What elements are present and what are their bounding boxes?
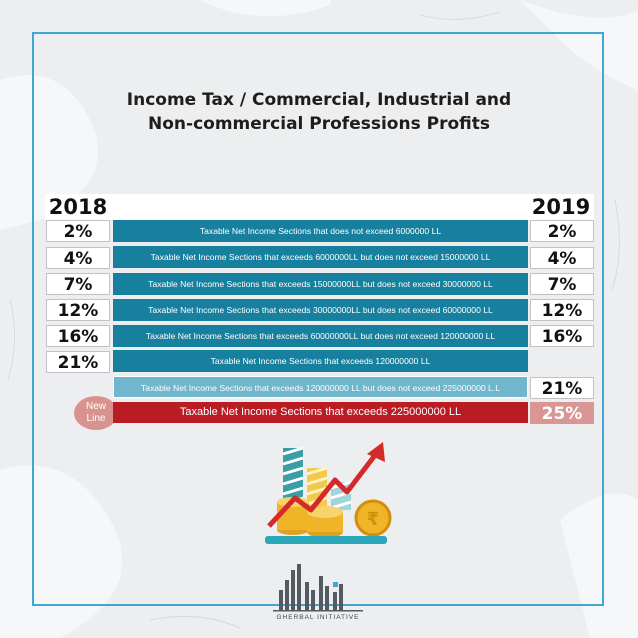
title-line-2: Non-commercial Professions Profits — [148, 114, 490, 134]
base-platform — [265, 536, 387, 544]
content-frame — [32, 32, 604, 606]
gherbal-logo-bars-icon — [273, 564, 363, 612]
bracket-row-3: Taxable Net Income Sections that exceeds… — [113, 273, 528, 295]
bracket-row-1: Taxable Net Income Sections that does no… — [113, 220, 528, 242]
new-line-badge: New Line — [74, 396, 118, 430]
rate-2018-row-4: 12% — [46, 299, 110, 321]
rate-2019-new-line: 25% — [530, 402, 594, 424]
bracket-row-6-2018: Taxable Net Income Sections that exceeds… — [113, 350, 528, 372]
new-line-badge-word-1: New — [85, 401, 106, 412]
new-line-badge-word-2: Line — [86, 413, 106, 424]
year-2019-header: 2019 — [528, 194, 594, 220]
bracket-row-2: Taxable Net Income Sections that exceeds… — [113, 246, 528, 268]
bracket-row-5: Taxable Net Income Sections that exceeds… — [113, 325, 528, 347]
header-strip — [111, 194, 528, 220]
year-2018-header: 2018 — [45, 194, 111, 220]
rupee-coin-icon: ₹ — [354, 499, 392, 537]
rate-2018-row-2: 4% — [46, 247, 110, 269]
rate-2018-row-6: 21% — [46, 351, 110, 373]
growth-arrow-head — [367, 442, 385, 462]
rate-2019-row-2: 4% — [530, 247, 594, 269]
rate-2018-row-1: 2% — [46, 220, 110, 242]
growth-arrow — [267, 448, 381, 528]
rate-2018-row-5: 16% — [46, 325, 110, 347]
rate-2019-row-5: 16% — [530, 325, 594, 347]
bracket-row-7-2019: Taxable Net Income Sections that exceeds… — [113, 376, 528, 398]
rate-2019-row-4: 12% — [530, 299, 594, 321]
bracket-row-4: Taxable Net Income Sections that exceeds… — [113, 299, 528, 321]
title-line-1: Income Tax / Commercial, Industrial and — [126, 90, 512, 110]
rate-2019-row-1: 2% — [530, 220, 594, 242]
page-title: Income Tax / Commercial, Industrial and … — [40, 88, 598, 136]
rate-2018-row-3: 7% — [46, 273, 110, 295]
rate-2019-row-3: 7% — [530, 273, 594, 295]
svg-text:₹: ₹ — [367, 509, 380, 530]
bracket-new-line: Taxable Net Income Sections that exceeds… — [113, 402, 528, 423]
logo-wordmark: GHERBAL INITIATIVE — [276, 614, 360, 621]
coins-bar-chart-growth-arrow-icon: ₹ — [265, 442, 392, 544]
rate-2019-row-7: 21% — [530, 377, 594, 399]
